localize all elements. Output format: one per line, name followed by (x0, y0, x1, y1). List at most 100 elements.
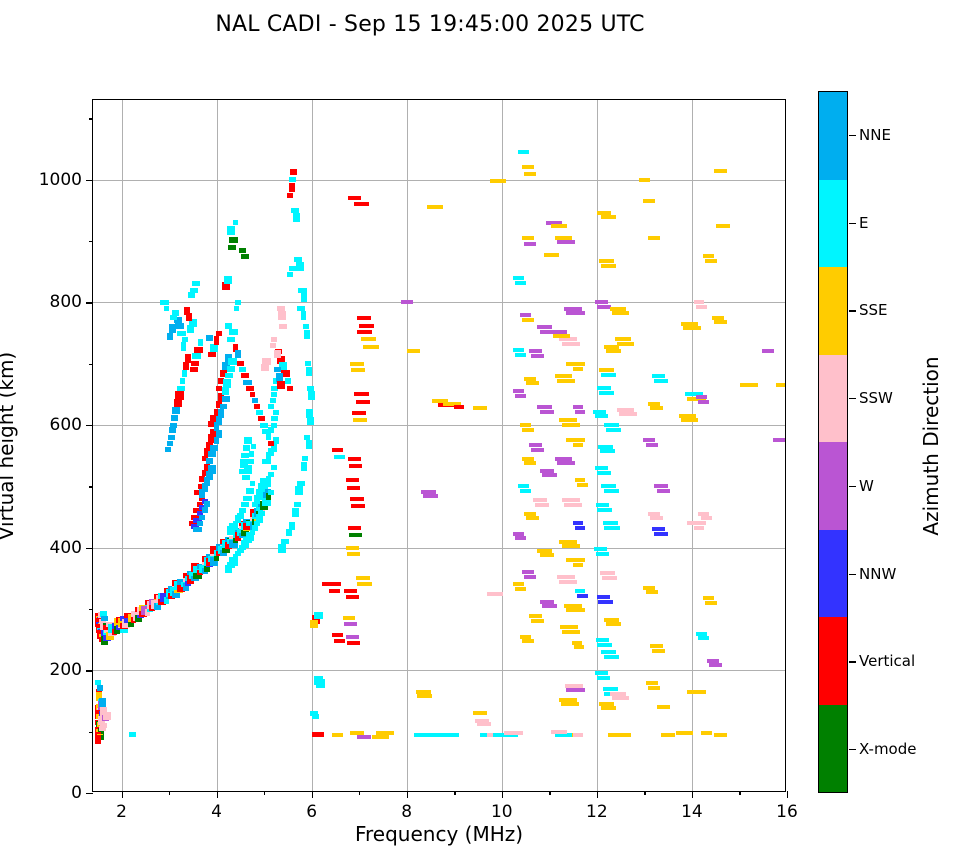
data-point (705, 258, 717, 263)
data-point (120, 615, 128, 621)
data-point (218, 409, 225, 419)
data-point (572, 442, 583, 447)
data-point (539, 329, 555, 334)
data-point (294, 256, 303, 262)
data-point (186, 575, 194, 585)
data-point (347, 196, 362, 201)
gridline-horizontal (93, 670, 785, 672)
data-point (153, 603, 161, 611)
data-point (346, 485, 361, 490)
data-point (163, 596, 170, 604)
data-point (349, 730, 364, 735)
data-point (561, 423, 580, 428)
data-point (223, 378, 231, 388)
data-point (489, 178, 507, 183)
data-point (295, 486, 304, 496)
data-point (593, 546, 608, 551)
data-point (266, 476, 272, 482)
x-tick-label: 14 (681, 802, 703, 822)
data-point (262, 357, 271, 365)
data-point (649, 405, 663, 410)
data-point (240, 458, 248, 468)
data-point (528, 349, 542, 354)
x-tick (596, 791, 599, 798)
data-point (559, 697, 578, 702)
data-point (218, 392, 225, 401)
data-point (222, 396, 230, 403)
x-tick-label: 12 (586, 802, 608, 822)
colorbar-segment-nnw (819, 529, 847, 617)
y-tick-label: 0 (71, 783, 82, 803)
data-point (181, 370, 188, 378)
data-point (599, 258, 614, 263)
data-point (524, 171, 537, 176)
data-point (271, 385, 278, 391)
y-tick-label: 1000 (38, 169, 82, 190)
data-point (537, 548, 552, 553)
data-point (559, 418, 578, 423)
data-point (638, 177, 650, 182)
y-tick (86, 670, 93, 672)
data-point (229, 236, 239, 243)
data-point (513, 532, 524, 537)
colorbar-label-e: E (859, 213, 869, 232)
data-point (519, 489, 532, 494)
data-point (694, 526, 705, 531)
data-point (262, 459, 271, 465)
data-point (541, 473, 557, 478)
data-point (239, 545, 247, 551)
data-point (209, 414, 219, 421)
data-point (288, 182, 295, 192)
data-point (357, 582, 373, 587)
data-point (572, 521, 583, 526)
data-point (305, 440, 312, 450)
data-point (266, 434, 272, 440)
data-point (555, 456, 573, 461)
data-point (291, 507, 300, 517)
data-point (530, 447, 545, 452)
data-point (356, 734, 372, 739)
data-point (255, 503, 263, 512)
data-point (596, 211, 611, 216)
data-point (322, 582, 342, 587)
data-point (453, 404, 465, 409)
gridline-horizontal (93, 425, 785, 427)
data-point (596, 470, 611, 475)
data-point (293, 502, 302, 508)
data-point (555, 373, 573, 378)
data-point (183, 362, 190, 371)
data-point (170, 315, 178, 321)
data-point (557, 240, 575, 245)
data-point (232, 343, 239, 352)
data-point (241, 253, 249, 259)
x-tick (121, 791, 123, 798)
data-point (513, 275, 524, 280)
colorbar-label-vertical: Vertical (859, 652, 916, 671)
data-point (235, 349, 241, 358)
data-point (645, 442, 658, 447)
data-point (232, 220, 239, 226)
data-point (601, 214, 617, 219)
data-point (522, 235, 534, 240)
data-point (269, 398, 276, 403)
data-point (537, 324, 552, 329)
data-point (524, 575, 537, 580)
data-point (214, 421, 220, 431)
data-point (243, 464, 253, 474)
data-point (188, 292, 196, 299)
data-point (344, 622, 357, 627)
data-point (225, 373, 233, 379)
data-point (255, 410, 263, 416)
data-point (306, 409, 314, 419)
data-point (191, 361, 200, 367)
data-point (427, 205, 444, 210)
data-point (273, 367, 281, 373)
y-tick-minor (89, 118, 93, 120)
data-point (539, 409, 555, 414)
data-point (612, 695, 629, 700)
y-tick (86, 793, 93, 795)
data-point (235, 299, 242, 305)
data-point (422, 494, 439, 499)
data-point (243, 523, 252, 531)
